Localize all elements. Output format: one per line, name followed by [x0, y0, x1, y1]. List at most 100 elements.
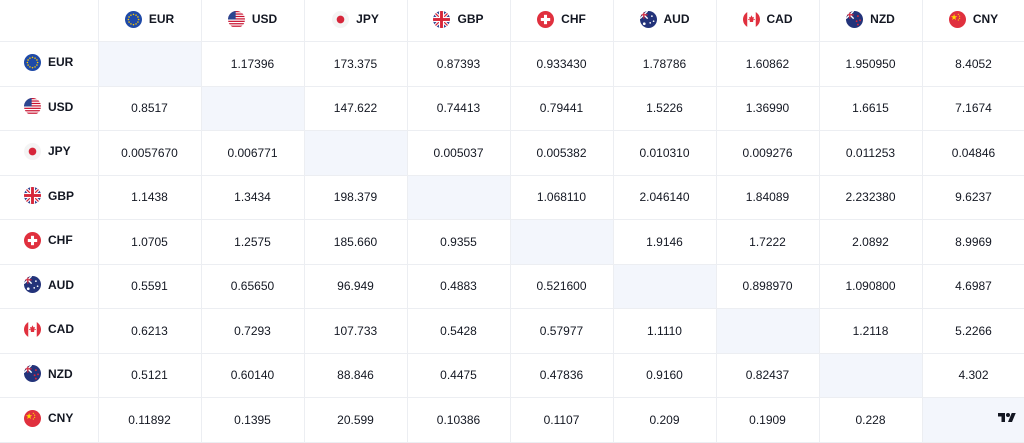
- rate-cell[interactable]: 147.622: [304, 86, 408, 131]
- currency-code: CAD: [766, 12, 793, 26]
- rate-cell[interactable]: 1.2118: [819, 308, 923, 354]
- rate-cell[interactable]: 1.84089: [716, 175, 820, 220]
- rate-cell[interactable]: 0.82437: [716, 353, 820, 398]
- column-header-gbp[interactable]: GBP: [407, 0, 511, 42]
- column-header-jpy[interactable]: JPY: [304, 0, 408, 42]
- rate-cell[interactable]: 0.010310: [613, 130, 717, 176]
- column-header-eur[interactable]: EUR: [98, 0, 202, 42]
- rate-cell[interactable]: 0.011253: [819, 130, 923, 176]
- tradingview-logo-icon[interactable]: [998, 411, 1016, 425]
- rate-cell[interactable]: 0.9160: [613, 353, 717, 398]
- rate-cell[interactable]: 0.9355: [407, 219, 511, 265]
- rate-cell[interactable]: 0.11892: [98, 397, 202, 443]
- rate-cell[interactable]: 0.521600: [510, 264, 614, 309]
- rate-cell[interactable]: 0.0057670: [98, 130, 202, 176]
- rate-cell[interactable]: 8.9969: [922, 219, 1024, 265]
- rate-cell[interactable]: 0.87393: [407, 41, 511, 87]
- rate-cell[interactable]: 0.5121: [98, 353, 202, 398]
- rate-cell[interactable]: 1.7222: [716, 219, 820, 265]
- rate-cell[interactable]: 0.47836: [510, 353, 614, 398]
- gb-flag-icon: [433, 10, 451, 28]
- rate-cell[interactable]: 8.4052: [922, 41, 1024, 87]
- rate-cell[interactable]: 1.5226: [613, 86, 717, 131]
- row-header-cny[interactable]: CNY: [0, 397, 99, 443]
- rate-cell[interactable]: 198.379: [304, 175, 408, 220]
- rate-cell[interactable]: 1.068110: [510, 175, 614, 220]
- rate-cell[interactable]: 0.79441: [510, 86, 614, 131]
- rate-cell[interactable]: 1.60862: [716, 41, 820, 87]
- row-header-cad[interactable]: CAD: [0, 308, 99, 354]
- rate-cell[interactable]: 0.6213: [98, 308, 202, 354]
- rate-cell[interactable]: 0.209: [613, 397, 717, 443]
- nz-flag-icon: [24, 365, 41, 383]
- row-header-gbp[interactable]: GBP: [0, 175, 99, 220]
- rate-cell[interactable]: 0.4883: [407, 264, 511, 309]
- rate-cell[interactable]: 173.375: [304, 41, 408, 87]
- rate-cell[interactable]: 185.660: [304, 219, 408, 265]
- rate-cell[interactable]: 0.898970: [716, 264, 820, 309]
- rate-cell[interactable]: 107.733: [304, 308, 408, 354]
- column-label-cad: CAD: [742, 10, 793, 28]
- rate-cell[interactable]: 1.36990: [716, 86, 820, 131]
- rate-cell[interactable]: 0.5591: [98, 264, 202, 309]
- rate-cell[interactable]: 0.1909: [716, 397, 820, 443]
- row-header-eur[interactable]: EUR: [0, 41, 99, 87]
- column-header-cny[interactable]: CNY: [922, 0, 1024, 42]
- rate-cell[interactable]: 0.10386: [407, 397, 511, 443]
- rate-cell[interactable]: 9.6237: [922, 175, 1024, 220]
- rate-cell[interactable]: 0.933430: [510, 41, 614, 87]
- rate-cell[interactable]: 0.006771: [201, 130, 305, 176]
- rate-cell[interactable]: 1.3434: [201, 175, 305, 220]
- rate-cell[interactable]: 1.1438: [98, 175, 202, 220]
- rate-cell[interactable]: 0.04846: [922, 130, 1024, 176]
- column-header-aud[interactable]: AUD: [613, 0, 717, 42]
- row-header-jpy[interactable]: JPY: [0, 130, 99, 176]
- rate-cell[interactable]: 96.949: [304, 264, 408, 309]
- rate-cell[interactable]: 7.1674: [922, 86, 1024, 131]
- rate-cell[interactable]: 1.6615: [819, 86, 923, 131]
- rate-cell[interactable]: 1.78786: [613, 41, 717, 87]
- rate-cell[interactable]: 0.7293: [201, 308, 305, 354]
- rate-cell[interactable]: 1.1110: [613, 308, 717, 354]
- rate-cell[interactable]: 0.1107: [510, 397, 614, 443]
- au-flag-icon: [24, 276, 41, 294]
- rate-cell[interactable]: 0.65650: [201, 264, 305, 309]
- rate-cell[interactable]: 0.4475: [407, 353, 511, 398]
- row-label-cad: CAD: [24, 320, 74, 338]
- rate-cell[interactable]: 4.6987: [922, 264, 1024, 309]
- column-header-usd[interactable]: USD: [201, 0, 305, 42]
- rate-cell[interactable]: 1.9146: [613, 219, 717, 265]
- currency-code: AUD: [663, 12, 690, 26]
- row-header-usd[interactable]: USD: [0, 86, 99, 131]
- rate-cell[interactable]: 4.302: [922, 353, 1024, 398]
- rate-cell[interactable]: 88.846: [304, 353, 408, 398]
- rate-cell[interactable]: 5.2266: [922, 308, 1024, 354]
- column-header-chf[interactable]: CHF: [510, 0, 614, 42]
- rate-cell[interactable]: 0.57977: [510, 308, 614, 354]
- rate-cell[interactable]: 0.228: [819, 397, 923, 443]
- rate-cell[interactable]: 1.17396: [201, 41, 305, 87]
- rate-cell[interactable]: 0.8517: [98, 86, 202, 131]
- row-header-nzd[interactable]: NZD: [0, 353, 99, 398]
- rate-cell[interactable]: 0.1395: [201, 397, 305, 443]
- rate-cell[interactable]: 1.2575: [201, 219, 305, 265]
- rate-cell[interactable]: 1.0705: [98, 219, 202, 265]
- diagonal-cell: [98, 41, 202, 87]
- rate-cell[interactable]: 1.090800: [819, 264, 923, 309]
- rate-cell[interactable]: 1.950950: [819, 41, 923, 87]
- rate-cell[interactable]: 0.005382: [510, 130, 614, 176]
- rate-cell[interactable]: 0.74413: [407, 86, 511, 131]
- rate-cell[interactable]: 0.009276: [716, 130, 820, 176]
- column-header-nzd[interactable]: NZD: [819, 0, 923, 42]
- row-header-aud[interactable]: AUD: [0, 264, 99, 309]
- rate-cell[interactable]: 0.005037: [407, 130, 511, 176]
- column-header-cad[interactable]: CAD: [716, 0, 820, 42]
- row-header-chf[interactable]: CHF: [0, 219, 99, 265]
- rate-cell[interactable]: 2.046140: [613, 175, 717, 220]
- rate-cell[interactable]: 2.0892: [819, 219, 923, 265]
- rate-cell[interactable]: 20.599: [304, 397, 408, 443]
- currency-code: EUR: [148, 12, 175, 26]
- rate-cell[interactable]: 2.232380: [819, 175, 923, 220]
- rate-cell[interactable]: 0.60140: [201, 353, 305, 398]
- rate-cell[interactable]: 0.5428: [407, 308, 511, 354]
